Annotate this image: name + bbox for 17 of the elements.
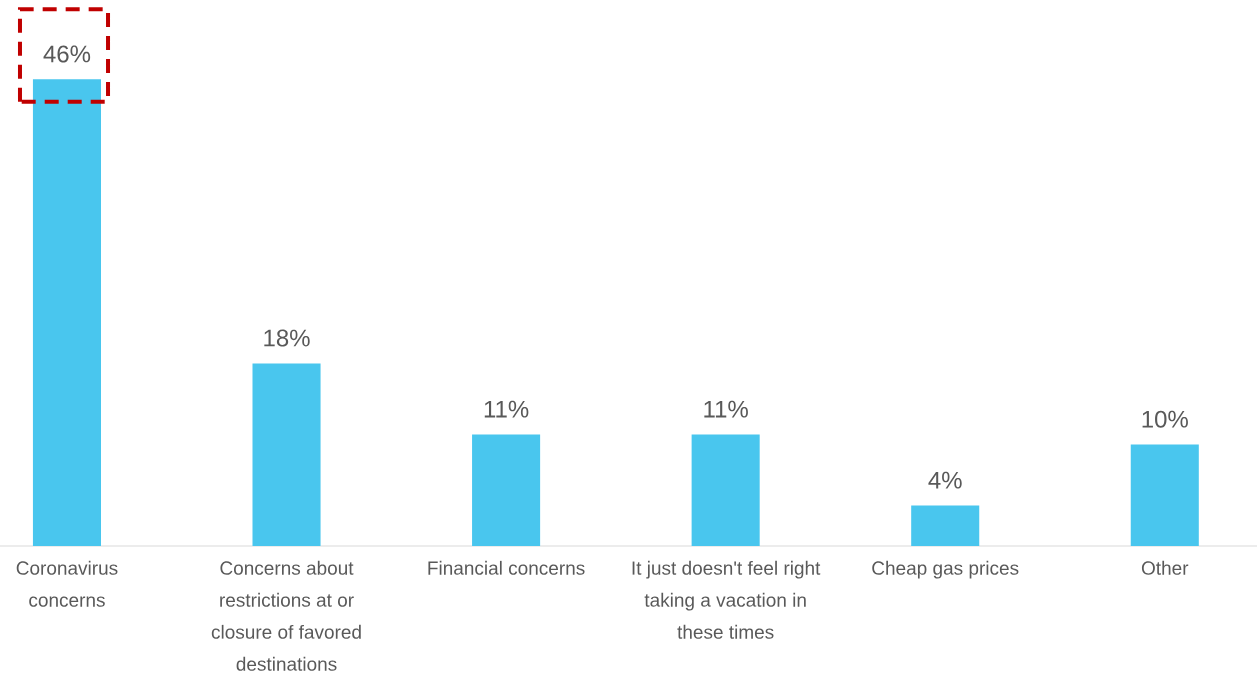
x-tick-label: Other	[1141, 560, 1189, 575]
x-tick-label: Cheap gas prices	[872, 560, 1019, 579]
bar	[911, 505, 980, 546]
data-label: 11%	[484, 400, 529, 418]
data-label: 10%	[1142, 410, 1188, 428]
bar	[691, 434, 760, 546]
bar	[472, 434, 541, 546]
bar	[1130, 444, 1199, 546]
x-tick-label: Concerns about restrictions at or closure of favored destinations	[211, 560, 361, 671]
x-tick-label: Coronavirus concerns	[16, 560, 118, 607]
x-tick-label: Financial concerns	[428, 560, 585, 575]
bar	[252, 363, 321, 546]
x-tick-label: It just doesn't feel right taking a vacation in these times	[632, 560, 821, 639]
data-label: 11%	[704, 400, 748, 418]
data-label: 18%	[264, 329, 310, 347]
data-label: 4%	[928, 471, 962, 489]
data-label: 46%	[43, 45, 91, 63]
